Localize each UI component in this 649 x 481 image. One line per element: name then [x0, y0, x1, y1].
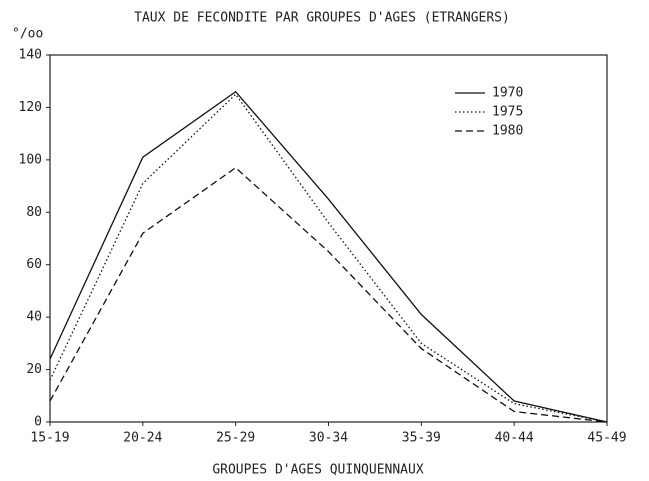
y-tick-label: 0	[34, 415, 42, 430]
y-tick-label: 120	[19, 100, 42, 115]
x-tick-label: 25-29	[216, 431, 255, 446]
legend-label: 1980	[492, 124, 523, 139]
series-line	[49, 166, 608, 423]
x-tick-label: 45-49	[587, 431, 626, 446]
x-tick-label: 20-24	[123, 431, 162, 446]
y-tick-label: 60	[26, 257, 42, 272]
y-tick-label: 140	[19, 48, 42, 63]
chart-title: TAUX DE FECONDITE PAR GROUPES D'AGES (ET…	[134, 11, 510, 26]
x-axis-label: GROUPES D'AGES QUINQUENNAUX	[212, 463, 423, 478]
y-tick-label: 100	[19, 152, 42, 167]
x-tick-label: 30-34	[309, 431, 348, 446]
legend-label: 1975	[492, 105, 523, 120]
y-tick-label: 20	[26, 362, 42, 377]
y-tick-label: 40	[26, 310, 42, 325]
plot-frame	[49, 54, 608, 423]
series-line	[49, 93, 608, 423]
series-line	[49, 90, 608, 423]
x-tick-label: 40-44	[495, 431, 534, 446]
legend-label: 1970	[492, 86, 523, 101]
x-tick-label: 15-19	[30, 431, 69, 446]
x-tick-label: 35-39	[402, 431, 441, 446]
y-axis-label: °/oo	[12, 27, 43, 42]
y-tick-label: 80	[26, 205, 42, 220]
